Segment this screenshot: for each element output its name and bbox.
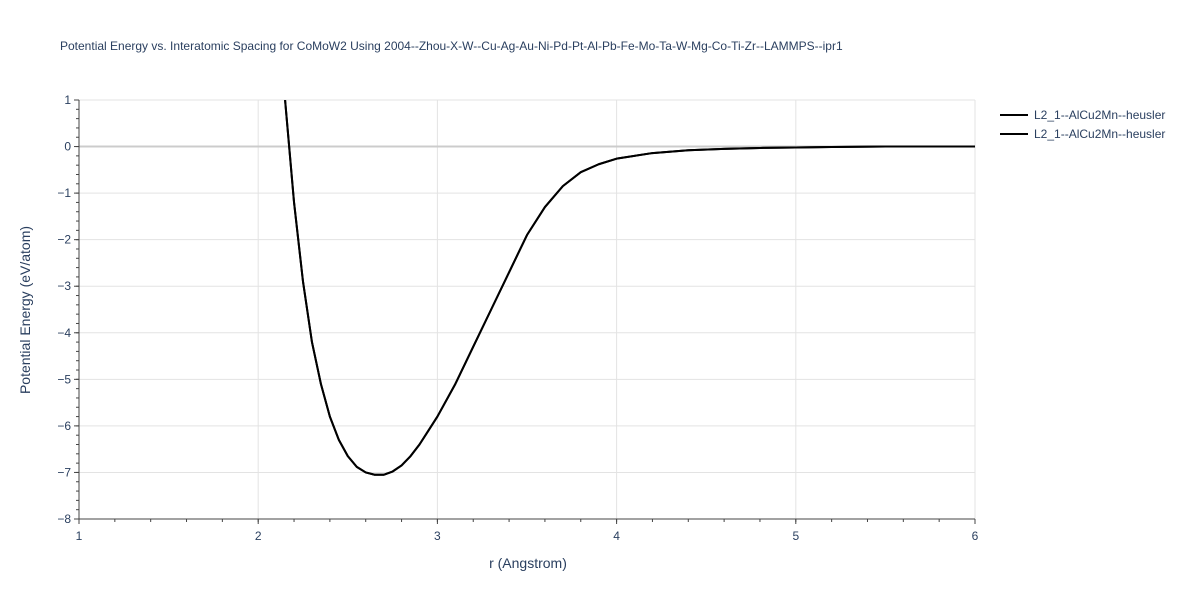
x-tick-label: 5 — [792, 529, 799, 543]
x-tick-label: 2 — [255, 529, 262, 543]
y-axis-label: Potential Energy (eV/atom) — [17, 226, 33, 394]
legend-label: L2_1--AlCu2Mn--heusler — [1034, 108, 1165, 122]
legend-item[interactable]: L2_1--AlCu2Mn--heusler — [1000, 108, 1165, 122]
y-tick-label: −8 — [57, 512, 71, 526]
x-tick-label: 1 — [76, 529, 83, 543]
y-tick-label: 1 — [64, 93, 71, 107]
legend-label: L2_1--AlCu2Mn--heusler — [1034, 127, 1165, 141]
x-tick-label: 4 — [613, 529, 620, 543]
x-axis-label: r (Angstrom) — [489, 555, 567, 571]
grid — [79, 99, 976, 519]
x-tick-label: 6 — [972, 529, 979, 543]
plot-area — [284, 100, 975, 476]
legend-item[interactable]: L2_1--AlCu2Mn--heusler — [1000, 127, 1165, 141]
y-tick-label: −5 — [57, 372, 71, 386]
y-tick-label: −4 — [57, 326, 71, 340]
y-tick-label: −3 — [57, 279, 71, 293]
y-tick-label: −6 — [57, 419, 71, 433]
chart-title: Potential Energy vs. Interatomic Spacing… — [60, 39, 843, 53]
legend[interactable]: L2_1--AlCu2Mn--heusler L2_1--AlCu2Mn--heu… — [1000, 108, 1165, 141]
y-tick-label: −2 — [57, 233, 71, 247]
x-tick-label: 3 — [434, 529, 441, 543]
y-tick-label: −7 — [57, 465, 71, 479]
y-tick-label: 0 — [64, 140, 71, 154]
axes: 1 2 3 4 5 6 1 0 −1 −2 −3 −4 −5 −6 −7 −8 — [57, 93, 978, 543]
series-line[interactable] — [284, 100, 975, 476]
y-tick-label: −1 — [57, 186, 71, 200]
